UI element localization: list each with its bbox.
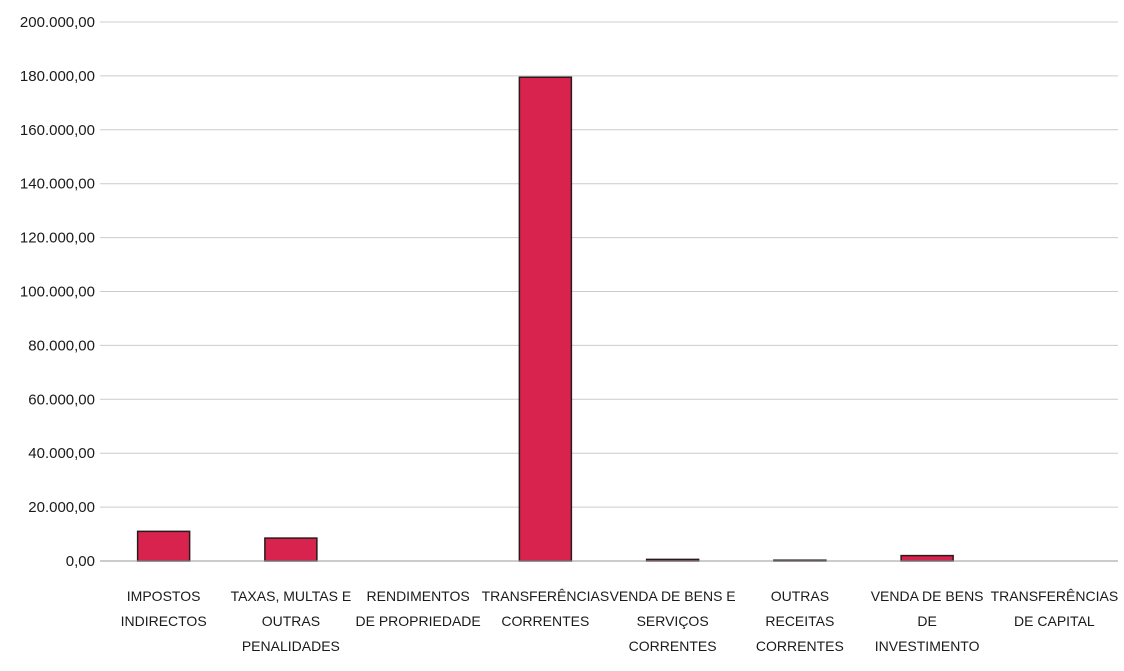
- x-tick-label: TRANSFERÊNCIAS DE CAPITAL: [991, 588, 1119, 629]
- y-tick-label: 100.000,00: [20, 284, 95, 301]
- x-tick-label: TRANSFERÊNCIAS CORRENTES: [482, 588, 610, 629]
- bar: [518, 76, 573, 562]
- y-tick-label: 160.000,00: [20, 122, 95, 139]
- bar: [264, 537, 318, 562]
- bars: [136, 76, 954, 562]
- y-axis-tick-labels: 0,00 20.000,00 40.000,00 60.000,00 80.000,00…: [20, 14, 95, 570]
- bar: [900, 554, 954, 562]
- y-tick-label: 140.000,00: [20, 176, 95, 193]
- x-tick-label: OUTRAS RECEITAS CORRENTES: [756, 588, 844, 654]
- y-tick-label: 80.000,00: [28, 337, 95, 354]
- y-tick-label: 20.000,00: [28, 499, 95, 516]
- y-tick-label: 40.000,00: [28, 445, 95, 462]
- y-tick-label: 200.000,00: [20, 14, 95, 31]
- y-tick-label: 120.000,00: [20, 230, 95, 247]
- x-tick-label: IMPOSTOS INDIRECTOS: [121, 588, 207, 629]
- x-tick-label: VENDA DE BENS E SERVIÇOS CORRENTES: [610, 588, 736, 654]
- x-axis-tick-labels: IMPOSTOS INDIRECTOS TAXAS, MULTAS E OUTRAS P…: [121, 588, 1119, 654]
- y-tick-label: 180.000,00: [20, 68, 95, 85]
- gridlines: [100, 21, 1118, 508]
- x-tick-label: VENDA DE BENS DE INVESTIMENTO: [871, 588, 984, 654]
- bar: [136, 530, 191, 562]
- y-tick-label: 60.000,00: [28, 391, 95, 408]
- x-tick-label: TAXAS, MULTAS E OUTRAS PENALIDADES: [231, 588, 352, 654]
- y-tick-label: 0,00: [66, 553, 95, 570]
- x-tick-label: RENDIMENTOS DE PROPRIEDADE: [356, 588, 481, 629]
